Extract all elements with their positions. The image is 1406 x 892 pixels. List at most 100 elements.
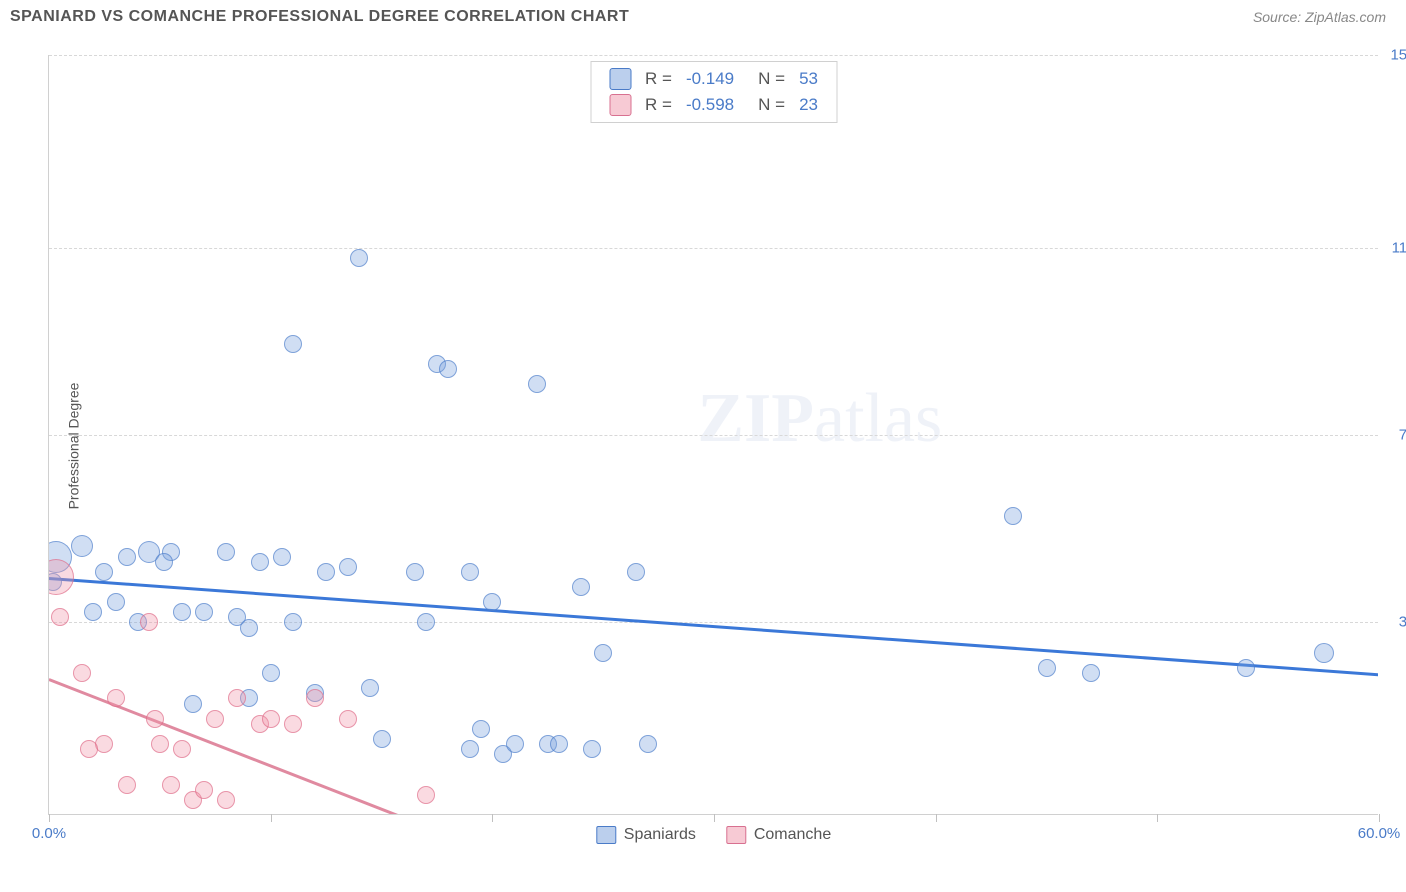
data-point [173,603,191,621]
y-tick-label: 7.5% [1399,427,1406,444]
data-point [550,735,568,753]
legend-stat-row: R = -0.149 N = 53 [609,66,818,92]
data-point [195,781,213,799]
legend-swatch [596,826,616,844]
data-point [406,563,424,581]
n-label: N = [758,95,785,115]
data-point [284,613,302,631]
y-tick-label: 3.8% [1399,614,1406,631]
legend-swatch [609,68,631,90]
data-point [95,735,113,753]
data-point [339,558,357,576]
data-point [284,335,302,353]
data-point [118,548,136,566]
chart-plot-area: ZIPatlas 3.8%7.5%11.2%15.0% 0.0%60.0% R … [48,55,1378,815]
r-label: R = [645,69,672,89]
data-point [146,710,164,728]
x-tick-label: 0.0% [32,825,66,842]
data-point [528,375,546,393]
x-tick-label: 60.0% [1358,825,1401,842]
series-legend: Spaniards Comanche [596,826,831,844]
data-point [73,664,91,682]
x-tick [1157,814,1158,822]
data-point [107,593,125,611]
data-point [217,543,235,561]
data-point [107,689,125,707]
data-point [1082,664,1100,682]
data-point [1237,659,1255,677]
data-point [317,563,335,581]
n-label: N = [758,69,785,89]
data-point [162,776,180,794]
data-point [155,553,173,571]
data-point [350,249,368,267]
legend-swatch [726,826,746,844]
stats-legend: R = -0.149 N = 53 R = -0.598 N = 23 [590,61,837,123]
data-point [284,715,302,733]
chart-header: SPANIARD VS COMANCHE PROFESSIONAL DEGREE… [0,0,1406,34]
r-label: R = [645,95,672,115]
r-value: -0.149 [686,69,734,89]
r-value: -0.598 [686,95,734,115]
data-point [228,689,246,707]
chart-source: Source: ZipAtlas.com [1253,9,1386,25]
x-tick [49,814,50,822]
data-point [461,740,479,758]
x-tick [714,814,715,822]
data-point [184,695,202,713]
data-point [572,578,590,596]
data-point [627,563,645,581]
data-point [151,735,169,753]
data-point [417,786,435,804]
data-point [594,644,612,662]
data-point [262,710,280,728]
data-point [339,710,357,728]
data-point [84,603,102,621]
data-point [206,710,224,728]
data-point [217,791,235,809]
data-point [1038,659,1056,677]
n-value: 23 [799,95,818,115]
legend-label: Spaniards [624,826,696,844]
data-point [1004,507,1022,525]
series-legend-item: Comanche [726,826,831,844]
legend-swatch [609,94,631,116]
legend-stat-row: R = -0.598 N = 23 [609,92,818,118]
chart-title: SPANIARD VS COMANCHE PROFESSIONAL DEGREE… [10,8,629,26]
x-tick [936,814,937,822]
data-point [51,608,69,626]
data-point [240,619,258,637]
scatter-plot [49,55,1378,814]
y-tick-label: 11.2% [1392,239,1406,256]
data-point [472,720,490,738]
data-point [483,593,501,611]
data-point [80,740,98,758]
data-point [262,664,280,682]
x-tick [1379,814,1380,822]
data-point [195,603,213,621]
data-point [639,735,657,753]
data-point [273,548,291,566]
data-point [251,553,269,571]
data-point [118,776,136,794]
n-value: 53 [799,69,818,89]
data-point [306,689,324,707]
data-point [361,679,379,697]
data-point [373,730,391,748]
series-legend-item: Spaniards [596,826,696,844]
data-point [461,563,479,581]
data-point [439,360,457,378]
data-point [417,613,435,631]
x-tick [271,814,272,822]
y-tick-label: 15.0% [1390,47,1406,64]
legend-label: Comanche [754,826,831,844]
x-tick [492,814,493,822]
data-point [95,563,113,581]
data-point [173,740,191,758]
data-point [140,613,158,631]
data-point [49,559,74,595]
data-point [1314,643,1334,663]
data-point [71,535,93,557]
data-point [583,740,601,758]
data-point [506,735,524,753]
